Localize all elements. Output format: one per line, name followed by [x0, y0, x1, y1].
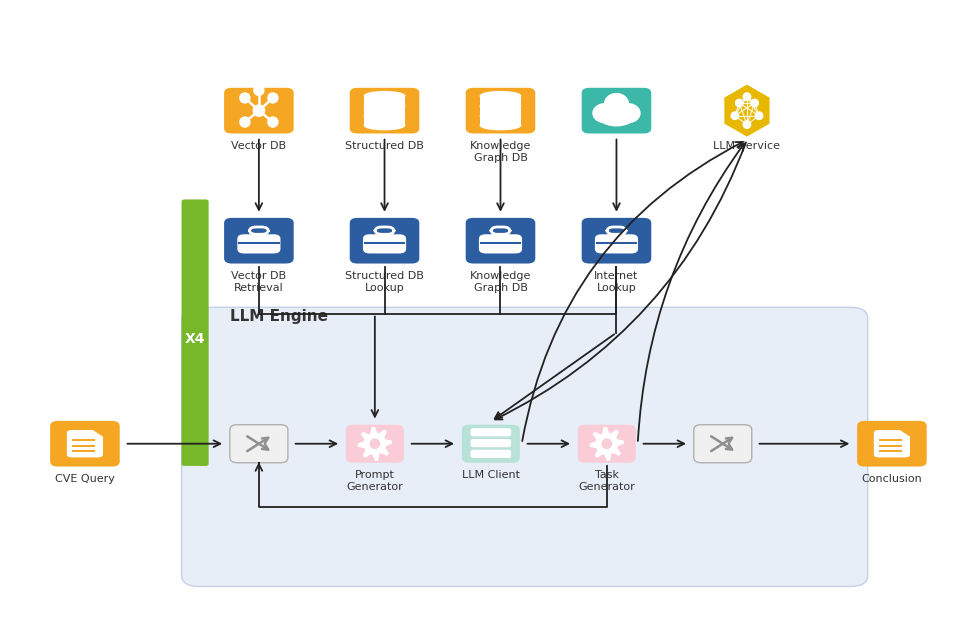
Polygon shape	[590, 427, 624, 461]
FancyBboxPatch shape	[67, 430, 103, 458]
FancyBboxPatch shape	[595, 234, 638, 253]
Polygon shape	[724, 84, 770, 137]
FancyBboxPatch shape	[462, 425, 520, 463]
Ellipse shape	[480, 112, 521, 121]
Ellipse shape	[743, 92, 751, 101]
Ellipse shape	[480, 121, 521, 130]
Ellipse shape	[253, 84, 264, 96]
FancyBboxPatch shape	[479, 234, 522, 253]
Ellipse shape	[592, 103, 618, 124]
FancyBboxPatch shape	[51, 421, 120, 467]
Text: Structured DB
Lookup: Structured DB Lookup	[345, 271, 424, 292]
Ellipse shape	[599, 108, 635, 127]
Ellipse shape	[604, 93, 629, 116]
Ellipse shape	[267, 92, 279, 104]
FancyBboxPatch shape	[581, 218, 651, 264]
Text: Task
Generator: Task Generator	[578, 470, 635, 492]
Polygon shape	[93, 430, 103, 436]
Ellipse shape	[480, 102, 521, 111]
FancyBboxPatch shape	[182, 307, 868, 586]
Ellipse shape	[239, 92, 251, 104]
FancyBboxPatch shape	[225, 88, 294, 134]
Text: Knowledge
Graph DB: Knowledge Graph DB	[469, 141, 531, 163]
FancyBboxPatch shape	[466, 218, 536, 264]
Ellipse shape	[754, 111, 763, 120]
Bar	[364, 106, 404, 115]
FancyBboxPatch shape	[225, 218, 294, 264]
FancyBboxPatch shape	[350, 88, 419, 134]
Text: Vector DB: Vector DB	[231, 141, 287, 151]
Text: Structured DB: Structured DB	[345, 141, 424, 151]
Ellipse shape	[364, 112, 404, 121]
FancyBboxPatch shape	[237, 234, 281, 253]
Bar	[480, 116, 521, 125]
Ellipse shape	[615, 103, 641, 124]
Text: LLM Engine: LLM Engine	[230, 309, 328, 324]
Text: Knowledge
Graph DB: Knowledge Graph DB	[469, 271, 531, 292]
Text: Vector DB
Retrieval: Vector DB Retrieval	[231, 271, 287, 292]
Ellipse shape	[480, 92, 521, 100]
Text: LLM Service: LLM Service	[713, 141, 781, 151]
FancyBboxPatch shape	[470, 428, 511, 436]
Bar	[364, 116, 404, 125]
FancyBboxPatch shape	[350, 218, 419, 264]
FancyBboxPatch shape	[363, 234, 406, 253]
Ellipse shape	[364, 121, 404, 130]
Ellipse shape	[743, 120, 751, 129]
Bar	[480, 96, 521, 105]
Text: Prompt
Generator: Prompt Generator	[346, 470, 403, 492]
FancyBboxPatch shape	[230, 425, 288, 463]
Ellipse shape	[369, 438, 380, 449]
Ellipse shape	[267, 116, 279, 128]
FancyBboxPatch shape	[182, 200, 209, 466]
FancyBboxPatch shape	[466, 88, 536, 134]
Polygon shape	[358, 427, 392, 461]
FancyBboxPatch shape	[577, 425, 636, 463]
Ellipse shape	[750, 99, 759, 108]
Ellipse shape	[730, 111, 740, 120]
Ellipse shape	[253, 104, 265, 117]
Text: Internet
Lookup: Internet Lookup	[594, 271, 639, 292]
FancyBboxPatch shape	[581, 88, 651, 134]
FancyBboxPatch shape	[346, 425, 403, 463]
Ellipse shape	[364, 92, 404, 100]
Ellipse shape	[735, 99, 744, 108]
FancyBboxPatch shape	[470, 450, 511, 458]
Polygon shape	[900, 430, 910, 436]
Text: CVE Query: CVE Query	[55, 474, 115, 484]
Text: LLM Client: LLM Client	[462, 470, 520, 481]
FancyBboxPatch shape	[874, 430, 910, 458]
FancyBboxPatch shape	[470, 439, 511, 447]
FancyBboxPatch shape	[694, 425, 751, 463]
Ellipse shape	[602, 438, 612, 449]
Text: X4: X4	[185, 332, 205, 346]
Text: Conclusion: Conclusion	[861, 474, 922, 484]
Bar	[364, 96, 404, 105]
Ellipse shape	[364, 102, 404, 111]
Bar	[480, 106, 521, 115]
Ellipse shape	[239, 116, 251, 128]
FancyBboxPatch shape	[857, 421, 926, 467]
